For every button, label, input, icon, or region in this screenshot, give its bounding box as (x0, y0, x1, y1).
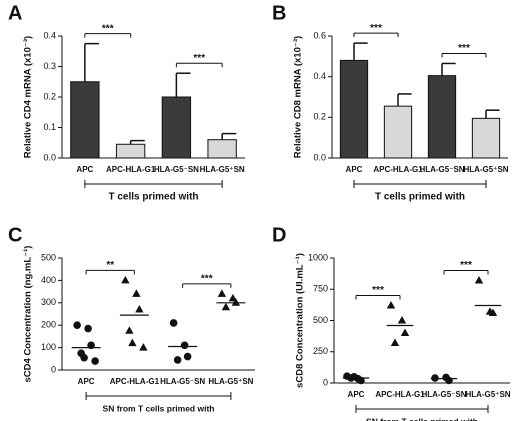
bar (70, 81, 100, 159)
y-tick-label: 0.2 (313, 112, 326, 122)
y-tick-label: 300 (41, 297, 56, 307)
x-axis-label: SN from T cells primed with (366, 416, 478, 421)
bar (115, 143, 146, 159)
circle-point (73, 321, 81, 330)
y-tick-label: 0.3 (43, 61, 56, 71)
x-tick-label: HLA-G5⁺SN (465, 390, 510, 399)
y-tick-label: 0.0 (313, 152, 326, 162)
x-tick-label: HLA-G5⁺SN (463, 165, 508, 174)
y-tick-label: 0.2 (43, 91, 56, 101)
significance: *** (193, 53, 205, 64)
significance: *** (201, 273, 213, 284)
x-tick-label: APC (78, 377, 95, 386)
x-tick-label: APC-HLA-G1 (375, 390, 425, 399)
y-tick-label: 0.0 (43, 152, 56, 162)
triangle-point (488, 308, 498, 316)
circle-point (350, 372, 358, 381)
significance: *** (370, 23, 382, 34)
panel-label: B (272, 2, 286, 24)
bar (383, 105, 413, 159)
x-tick-label: HLA-G5⁺SN (208, 377, 253, 386)
y-tick-label: 1000 (308, 252, 328, 262)
significance: *** (458, 43, 470, 54)
triangle-point (121, 275, 130, 284)
triangle-point (474, 276, 484, 284)
triangle-point (221, 302, 231, 311)
y-tick-label: 500 (41, 252, 56, 262)
triangle-point (397, 316, 407, 324)
x-tick-label: APC-HLA-G1 (110, 377, 160, 386)
x-axis-label: T cells primed with (375, 192, 465, 203)
x-axis-label: T cells primed with (108, 192, 198, 203)
triangle-point (217, 289, 227, 297)
x-tick-label: APC (76, 165, 93, 174)
y-axis-label: Relative CD4 mRNA (x10⁻³) (23, 36, 34, 158)
triangle-point (231, 298, 241, 306)
triangle-point (128, 338, 137, 347)
y-tick-label: 100 (41, 342, 56, 352)
circle-point (169, 319, 178, 327)
bar (427, 75, 457, 159)
y-axis-label: sCD8 Concentration (UI.mL⁻¹) (295, 253, 306, 388)
x-tick-label: APC-HLA-G1 (373, 165, 423, 174)
bar (207, 139, 237, 159)
triangle-point (139, 343, 148, 351)
panel-label: D (272, 224, 286, 246)
y-axis-label: sCD4 Concentration (ng.mL⁻¹) (23, 246, 34, 383)
x-tick-label: HLA-G5⁻SN (154, 165, 199, 174)
circle-point (445, 376, 453, 385)
x-axis-label: SN from T cells primed with (103, 403, 215, 413)
triangle-point (125, 326, 134, 334)
triangle-point (135, 305, 144, 313)
y-tick-label: 750 (313, 284, 328, 294)
y-tick-label: 0.6 (313, 30, 326, 40)
circle-point (84, 324, 92, 333)
triangle-point (390, 338, 400, 346)
bar (471, 117, 501, 159)
triangle-point (386, 301, 396, 309)
significance: *** (460, 260, 472, 271)
y-tick-label: 400 (41, 275, 56, 285)
significance: *** (372, 285, 384, 296)
circle-point (80, 353, 88, 362)
y-tick-label: 200 (41, 320, 56, 330)
circle-point (431, 374, 439, 382)
y-tick-label: 0 (323, 377, 328, 387)
y-tick-label: 500 (313, 315, 328, 325)
x-tick-label: APC (346, 165, 363, 174)
circle-point (183, 352, 192, 361)
circle-point (173, 356, 182, 364)
x-tick-label: HLA-G5⁻SN (419, 165, 464, 174)
y-axis-label: Relative CD8 mRNA (x10⁻³) (293, 36, 304, 158)
panel-label: A (8, 2, 22, 24)
bar (339, 59, 369, 159)
x-tick-label: HLA-G5⁻SN (160, 377, 205, 386)
y-tick-label: 0 (51, 364, 56, 374)
triangle-point (228, 293, 238, 302)
y-tick-label: 0.4 (313, 71, 326, 81)
x-tick-label: APC (348, 390, 365, 399)
circle-point (180, 341, 189, 350)
x-tick-label: APC-HLA-G1 (106, 165, 156, 174)
triangle-point (400, 328, 410, 336)
circle-point (91, 357, 99, 365)
significance: ** (106, 260, 114, 271)
x-tick-label: HLA-G5⁻SN (421, 390, 466, 399)
significance: *** (102, 23, 114, 34)
triangle-point (132, 289, 141, 297)
panel-label: C (8, 224, 22, 246)
y-tick-label: 0.1 (43, 122, 56, 132)
bar (161, 96, 192, 159)
y-tick-label: 0.4 (43, 30, 56, 40)
x-tick-label: HLA-G5⁺SN (200, 165, 245, 174)
y-tick-label: 250 (313, 346, 328, 356)
